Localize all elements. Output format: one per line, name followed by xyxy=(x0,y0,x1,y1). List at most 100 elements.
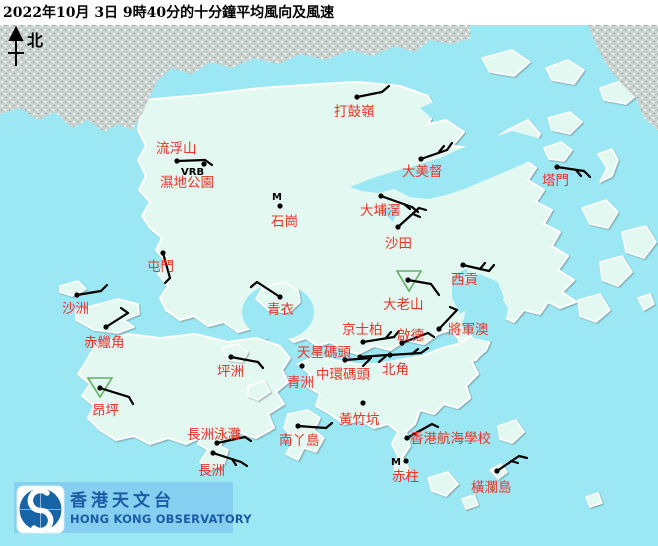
station-dot xyxy=(277,294,283,300)
station-code-label: M xyxy=(391,457,401,468)
shenzhen-strip xyxy=(0,25,470,132)
north-arrow xyxy=(8,25,24,66)
station-code-label: VRB xyxy=(181,167,204,178)
station-tai-po-kau: 大埔滘 xyxy=(360,193,420,219)
station-wong-chuk-hang: 黃竹坑 xyxy=(339,400,380,428)
wind-barb xyxy=(448,305,459,312)
tung-lung-chau xyxy=(497,419,525,444)
wind-barb xyxy=(517,454,529,460)
station-label: 打鼓嶺 xyxy=(334,103,375,120)
wind-barb xyxy=(255,280,282,299)
wind-barb xyxy=(411,212,422,219)
wind-barb xyxy=(175,158,207,163)
station-dot xyxy=(360,339,366,345)
wind-barb xyxy=(75,289,103,297)
station-label: 屯門 xyxy=(147,259,174,275)
station-lau-fau-shan: 流浮山 xyxy=(156,141,214,167)
station-label: 青衣 xyxy=(267,302,294,318)
wind-barb xyxy=(582,169,592,179)
wind-barb xyxy=(127,395,135,406)
wind-barb xyxy=(419,346,430,355)
station-dot xyxy=(403,458,409,464)
station-label: 濕地公園 xyxy=(160,175,214,191)
station-label: 黃竹坑 xyxy=(339,412,380,428)
station-sha-chau: 沙洲 xyxy=(62,283,109,317)
station-dot xyxy=(295,423,301,429)
station-tap-mun: 塔門 xyxy=(542,164,592,189)
sai-kung-islet-4 xyxy=(577,293,611,323)
station-triangle-marker xyxy=(86,377,114,399)
se-islet xyxy=(585,492,603,508)
dapeng-corner xyxy=(588,25,658,130)
station-label: 長洲 xyxy=(198,463,225,479)
tap-mun-island xyxy=(543,141,573,162)
station-central-pier: 中環碼頭 xyxy=(316,356,373,383)
station-green-island: 青洲 xyxy=(287,363,314,391)
station-sha-tin: 沙田 xyxy=(385,206,428,252)
north-label: 北 xyxy=(27,31,43,50)
station-shek-kong: M 石崗 xyxy=(271,192,298,230)
wind-barb xyxy=(161,251,172,280)
station-dot xyxy=(360,400,366,406)
wind-barb xyxy=(419,148,449,161)
station-tates-cairn: 大老山 xyxy=(383,270,441,313)
wind-barb xyxy=(478,261,487,271)
airport-island xyxy=(75,298,140,334)
wind-barb xyxy=(406,278,433,286)
wind-barb xyxy=(243,435,253,443)
po-toi-south xyxy=(461,494,479,510)
starling-inlet xyxy=(420,100,454,122)
wind-barb xyxy=(361,357,372,368)
logo-text-en: HONG KONG OBSERVATORY xyxy=(70,512,252,526)
station-dot xyxy=(405,277,411,283)
wind-barb xyxy=(461,263,491,273)
station-kings-park: 京士柏 xyxy=(342,322,401,345)
junk-bay xyxy=(458,288,508,342)
station-north-point: 北角 xyxy=(382,346,430,378)
station-label: 中環碼頭 xyxy=(316,367,370,383)
wind-barb xyxy=(296,424,328,430)
wind-barb xyxy=(380,84,391,94)
station-label: 大美督 xyxy=(402,164,443,180)
station-dot xyxy=(404,435,410,441)
wind-barb xyxy=(256,360,265,370)
wind-barb xyxy=(445,141,454,152)
cheung-chau-island xyxy=(197,429,229,471)
wind-barb xyxy=(437,308,459,331)
sai-kung-islet-1 xyxy=(581,199,619,229)
station-dot xyxy=(395,224,401,230)
station-label: 長洲泳灘 xyxy=(187,427,241,443)
wind-barb xyxy=(396,206,421,229)
station-kai-tak: 啟德 xyxy=(397,328,436,346)
station-label: 啟德 xyxy=(397,328,424,344)
station-stanley: M赤柱 xyxy=(391,457,419,485)
lamma xyxy=(283,409,325,461)
wind-barb xyxy=(119,306,130,315)
station-peng-chau: 坪洲 xyxy=(217,354,265,380)
station-label: 北角 xyxy=(382,362,409,378)
station-dot xyxy=(342,357,348,363)
station-dot xyxy=(97,385,103,391)
hei-ling-chau xyxy=(247,380,271,401)
station-label: 流浮山 xyxy=(156,141,197,157)
station-tuen-mun: 屯門 xyxy=(147,250,174,285)
wind-barb xyxy=(405,422,434,440)
station-tsing-yi: 青衣 xyxy=(249,280,294,318)
station-label: 將軍澳 xyxy=(448,322,489,338)
station-dot xyxy=(299,363,305,369)
wind-barb xyxy=(430,422,440,429)
station-dot xyxy=(494,468,500,474)
map-title: 2022年10月 3日 9時40分的十分鐘平均風向及風速 xyxy=(3,4,334,21)
wind-barb xyxy=(384,330,393,340)
station-label: 天星碼頭 xyxy=(297,345,351,361)
station-label: 大老山 xyxy=(383,297,424,313)
station-ta-kwu-ling: 打鼓嶺 xyxy=(334,84,391,120)
wind-barb xyxy=(203,158,214,167)
station-label: 昂坪 xyxy=(92,403,119,419)
kat-o xyxy=(545,59,585,85)
sai-kung-islet-5 xyxy=(637,293,655,311)
wind-barb xyxy=(437,144,446,154)
